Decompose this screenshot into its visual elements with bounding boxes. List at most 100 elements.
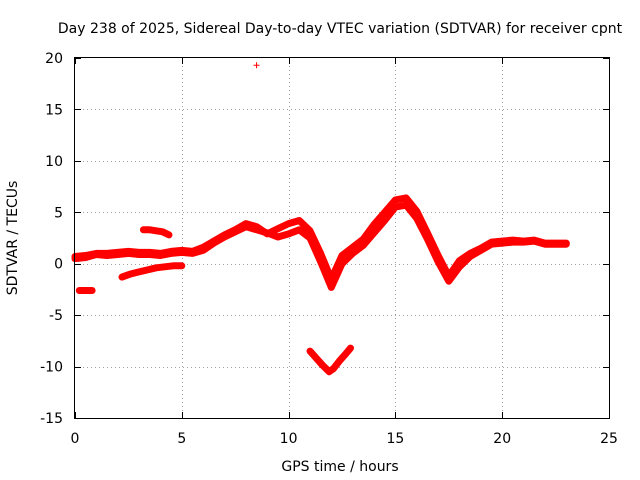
data-point [339, 260, 345, 267]
data-point [541, 241, 548, 248]
data-point [392, 196, 399, 203]
data-point [168, 250, 175, 257]
data-point [413, 215, 420, 222]
y-tick-label: -5 [49, 308, 63, 324]
data-point [381, 217, 388, 224]
data-point [274, 233, 281, 240]
data-point [445, 278, 452, 285]
data-point [330, 365, 337, 372]
data-point [326, 368, 333, 375]
data-point [328, 284, 335, 291]
chart-title: Day 238 of 2025, Sidereal Day-to-day VTE… [58, 21, 623, 37]
data-point [313, 355, 320, 362]
data-point [336, 357, 343, 364]
x-tick-label: 20 [493, 431, 511, 447]
series-v-shape-segment [306, 344, 354, 376]
data-series [71, 62, 570, 376]
data-point [296, 217, 303, 224]
series-outlier [253, 62, 260, 69]
data-point [360, 242, 367, 249]
data-point [306, 348, 313, 355]
y-tick-label: 5 [54, 205, 63, 221]
data-point [189, 250, 196, 257]
data-point [93, 251, 100, 258]
data-point [347, 345, 354, 352]
x-tick-label: 10 [280, 431, 298, 447]
data-point [477, 247, 484, 254]
x-tick-label: 15 [386, 431, 404, 447]
data-point [165, 231, 172, 238]
data-point [296, 226, 303, 233]
data-point [210, 240, 217, 247]
series-main-trace-b [71, 201, 570, 291]
x-tick-label: 5 [177, 431, 186, 447]
data-point [118, 274, 125, 281]
data-point [488, 241, 495, 248]
data-point [403, 202, 410, 209]
data-point [161, 263, 168, 270]
data-point [140, 226, 147, 233]
x-tick-label: 0 [71, 431, 80, 447]
data-point [392, 204, 399, 211]
series-left-offset-segment [75, 287, 96, 294]
data-point [435, 258, 442, 265]
data-point [178, 262, 185, 269]
data-point [563, 241, 570, 248]
data-point [253, 62, 260, 69]
data-point [306, 227, 313, 234]
data-point [221, 233, 228, 240]
data-point [371, 221, 378, 228]
y-axis-label: SDTVAR / TECUs [5, 181, 21, 296]
data-point [306, 235, 313, 241]
data-point [242, 223, 249, 230]
data-point [146, 251, 153, 258]
data-point [317, 258, 324, 265]
data-point [456, 263, 463, 270]
series-lower-arc [118, 262, 186, 281]
series-band [306, 344, 354, 376]
data-point [274, 225, 281, 232]
data-point [339, 252, 345, 259]
plot-frame [74, 57, 610, 419]
y-tick-label: 20 [45, 51, 63, 67]
series-upper-short-arc [139, 226, 173, 239]
tick-labels: 0 5 10 15 20 25 -15 -10 -5 0 5 10 15 20 [40, 51, 618, 447]
data-point [285, 220, 292, 227]
x-axis-label: GPS time / hours [281, 459, 398, 475]
data-point [381, 209, 388, 216]
data-point [159, 228, 166, 235]
data-point [531, 238, 538, 245]
data-point [499, 240, 506, 247]
data-point [136, 268, 143, 275]
y-tick-label: 10 [45, 154, 63, 170]
data-point [319, 362, 326, 369]
data-point [127, 271, 134, 277]
data-point [253, 226, 260, 233]
x-tick-label: 25 [600, 431, 618, 447]
data-point [552, 241, 559, 248]
data-point [104, 252, 111, 259]
y-tick-label: -15 [40, 411, 63, 427]
data-point [125, 250, 132, 257]
data-point [170, 262, 177, 269]
data-point [371, 229, 378, 236]
data-point [153, 264, 160, 271]
y-tick-label: -10 [40, 360, 63, 376]
data-point [136, 251, 143, 258]
data-point [146, 226, 153, 233]
data-point [467, 253, 474, 260]
data-point [144, 266, 151, 273]
data-point [89, 287, 96, 294]
data-point [82, 254, 89, 261]
data-point [114, 251, 121, 258]
data-point [349, 250, 356, 257]
data-point [509, 239, 516, 246]
data-point [232, 228, 239, 235]
y-tick-label: 15 [45, 102, 63, 118]
data-point [520, 239, 527, 246]
data-point [264, 229, 271, 236]
y-tick-label: 0 [54, 257, 63, 273]
data-point [285, 230, 292, 237]
data-point [403, 194, 410, 201]
